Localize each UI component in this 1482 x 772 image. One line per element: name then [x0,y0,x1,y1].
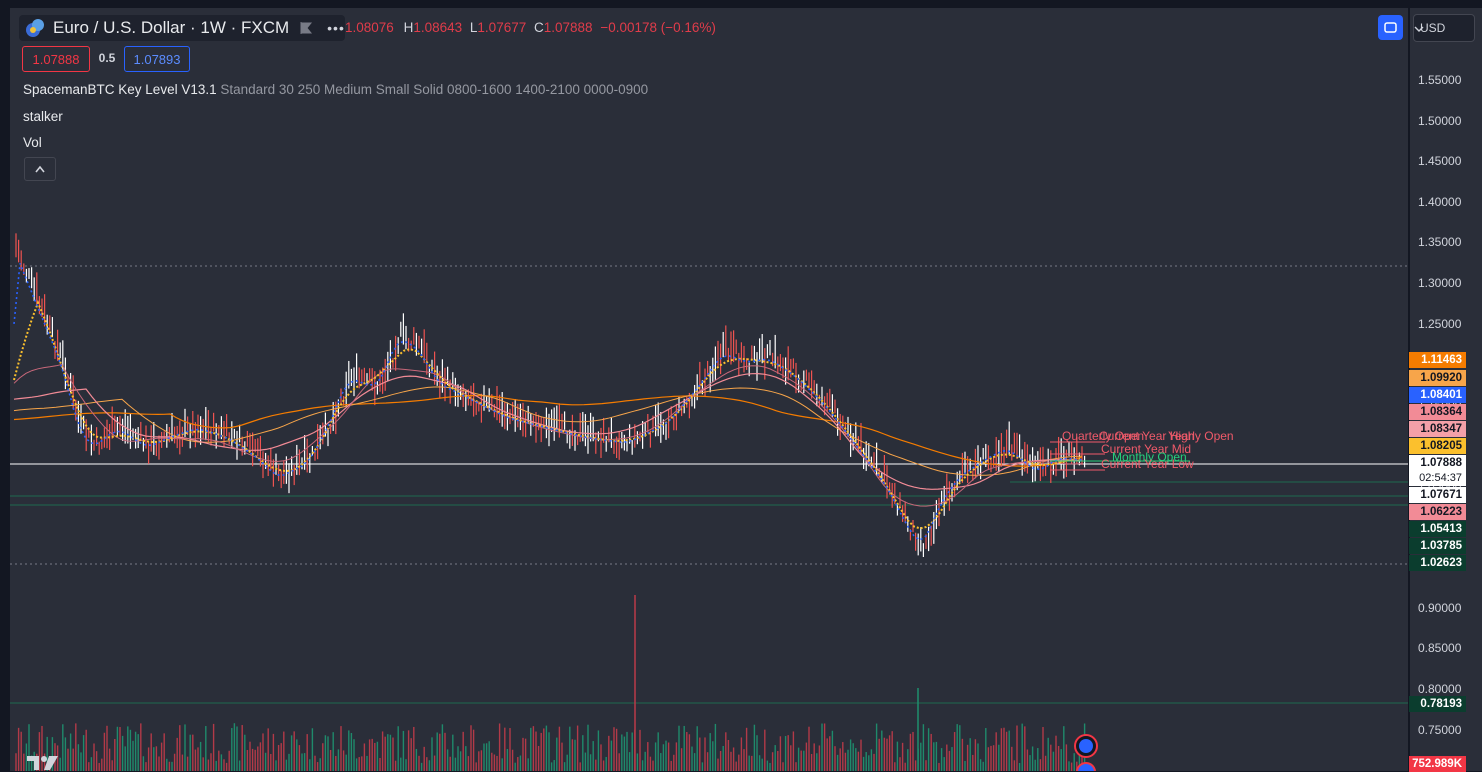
chevron-down-icon [1414,26,1424,32]
price-label: 1.06223 [1409,504,1466,520]
chart-pane[interactable] [10,8,1408,771]
price-tick: 0.90000 [1418,600,1462,615]
flag-icon[interactable] [299,21,313,35]
ohlc-values: 1.08076 H1.08643 L1.07677 C1.07888 −0.00… [345,20,716,35]
price-label: 1.03785 [1409,538,1466,554]
event-icon-2[interactable] [1072,761,1102,771]
price-label: 1.08364 [1409,404,1466,420]
price-label: 1.02623 [1409,555,1466,571]
price-label: 02:54:37 [1409,470,1466,486]
label-current-year-mid: Current Year Mid [1101,442,1192,456]
label-quarterly-open: Quarterly Open [1062,429,1145,443]
price-tick: 0.80000 [1418,682,1462,696]
sync-icon [1384,22,1397,33]
ma-line-50 [13,372,1083,490]
event-icon[interactable] [1072,733,1102,763]
currency-pair-icon [26,19,44,37]
ma-line-200 [13,394,1083,467]
more-icon[interactable]: ••• [327,20,345,36]
chevron-up-icon [35,165,45,173]
price-label: 1.08347 [1409,421,1466,437]
price-label: 0.78193 [1409,696,1466,712]
price-label: 1.09920 [1409,370,1466,386]
indicator-key-level[interactable]: SpacemanBTC Key Level V13.1 Standard 30 … [23,82,648,97]
ma-line-9 [13,263,1083,541]
price-label: 752.989K [1409,756,1466,772]
ma-line-100 [13,386,1083,476]
change-value: −0.00178 (−0.16%) [600,20,716,35]
price-tick: 1.25000 [1418,316,1462,331]
currency-select[interactable]: USD [1413,14,1475,42]
indicator-name: SpacemanBTC Key Level V13.1 [23,82,217,97]
collapse-indicators-button[interactable] [24,157,56,181]
price-chart-canvas[interactable] [10,8,1408,771]
price-tick: 0.85000 [1418,641,1462,656]
price-tick: 1.45000 [1418,154,1462,169]
price-label: 1.05413 [1409,521,1466,537]
price-label: 1.11463 [1409,352,1466,368]
indicator-stalker[interactable]: stalker [23,109,63,124]
low-value: 1.07677 [477,20,527,35]
price-tick: 1.55000 [1418,73,1462,87]
close-key: C [534,20,544,35]
price-tick: 0.75000 [1418,722,1462,737]
close-value: 1.07888 [543,20,593,35]
price-tick: 1.35000 [1418,235,1462,250]
price-tick: 1.50000 [1418,113,1462,128]
spread-value: 0.5 [98,51,116,65]
sell-button[interactable]: 1.07888 [22,46,90,72]
ma-line-21 [13,299,1083,530]
high-key: H [403,20,414,35]
symbol-title-box[interactable]: Euro / U.S. Dollar · 1W · FXCM ••• [19,15,345,41]
indicator-params: Standard 30 250 Medium Small Solid 0800-… [220,82,649,97]
buy-button[interactable]: 1.07893 [124,46,190,72]
ma-line-34 [13,363,1083,507]
price-label: 1.08205 [1409,438,1466,454]
price-label: 1.07888 [1409,455,1466,471]
price-label: 1.07671 [1409,487,1466,503]
price-tick: 1.40000 [1418,194,1462,209]
label-current-year-high: Current Year High [1099,429,1195,443]
price-tick: 1.30000 [1418,276,1462,290]
chart-sync-button[interactable] [1378,15,1403,40]
symbol-title: Euro / U.S. Dollar · 1W · FXCM [53,18,290,37]
label-monthly-open: Monthly Open [1112,450,1187,464]
indicator-vol[interactable]: Vol [23,135,42,150]
high-value: 1.08643 [413,20,463,35]
open-value: 1.08076 [345,20,394,35]
tradingview-logo-icon[interactable] [25,752,61,772]
low-key: L [469,20,478,35]
label-current-year-low: Current Year Low [1101,457,1194,471]
price-label: 1.08401 [1409,387,1466,403]
label-yearly-open: Yearly Open [1168,429,1234,443]
currency-label: USD [1420,21,1446,35]
